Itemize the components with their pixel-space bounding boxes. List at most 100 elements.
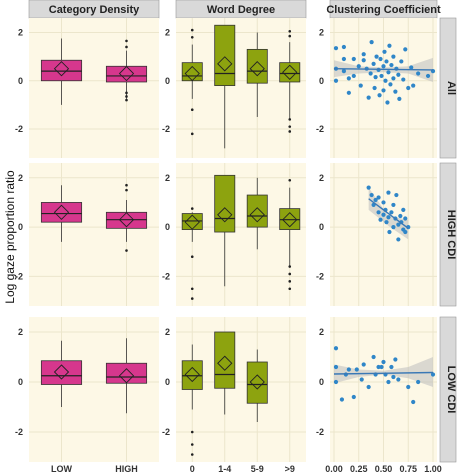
panel-background <box>29 18 159 158</box>
y-tick-label: -2 <box>15 124 23 134</box>
scatter-point <box>411 83 416 88</box>
y-tick-label: 2 <box>18 27 23 37</box>
scatter-point <box>341 44 346 50</box>
box-HIGH <box>105 39 148 102</box>
scatter-point <box>383 78 388 83</box>
scatter-point <box>386 190 391 195</box>
scatter-point <box>354 367 359 372</box>
box-iqr <box>40 360 83 385</box>
box-iqr <box>279 62 301 83</box>
scatter-point <box>406 384 411 390</box>
outlier-point <box>190 28 194 32</box>
row-strip-2 <box>439 316 457 463</box>
scatter-point <box>358 83 363 88</box>
x-tick-label: 5-9 <box>251 464 264 474</box>
box-iqr <box>279 208 301 230</box>
y-tick-label: 0 <box>165 377 170 387</box>
outlier-point <box>190 255 194 258</box>
box-iqr <box>105 211 148 229</box>
scatter-point <box>372 85 377 91</box>
box-LOW <box>40 38 83 105</box>
box-LOW <box>40 185 83 242</box>
scatter-point <box>333 78 339 83</box>
row-strip-0 <box>439 17 457 159</box>
y-tick-label: 0 <box>319 76 324 86</box>
box-0 <box>181 344 203 456</box>
x-tick-label: 1.00 <box>424 464 442 474</box>
box-iqr <box>105 362 148 384</box>
scatter-point <box>346 367 351 372</box>
y-tick-label: 2 <box>165 27 170 37</box>
scatter-point <box>377 93 382 98</box>
outlier-point <box>190 297 194 300</box>
outlier-point <box>125 91 128 95</box>
scatter-point <box>382 49 387 54</box>
scatter-point <box>346 76 351 81</box>
panel-r0-c2: -2 0 2 <box>316 18 437 158</box>
scatter-point <box>339 397 345 402</box>
scatter-point <box>396 377 401 382</box>
x-tick-label: LOW <box>51 464 72 474</box>
mean-diamond <box>282 64 298 80</box>
outlier-point <box>288 178 292 182</box>
panel-r1-c0: -2 0 2 <box>15 163 159 306</box>
row-strip-label-1: HIGH CDI <box>445 210 457 260</box>
mean-diamond <box>184 214 200 230</box>
scatter-point <box>397 96 402 101</box>
row-strip-label-0: All <box>445 81 457 95</box>
y-tick-label: -2 <box>15 427 23 437</box>
regression-line <box>333 67 434 71</box>
box-iqr <box>40 59 83 82</box>
scatter-point <box>391 76 396 81</box>
box-5-9 <box>246 349 268 422</box>
box-5-9 <box>246 32 268 117</box>
scatter-point <box>351 394 356 400</box>
scatter-point <box>379 364 384 370</box>
panel-background <box>176 163 306 306</box>
scatter-point <box>374 54 379 59</box>
box->9 <box>279 29 301 133</box>
scatter-point <box>403 47 408 52</box>
box-0 <box>181 207 203 300</box>
box-iqr <box>246 194 268 228</box>
outlier-point <box>125 183 128 187</box>
scatter-point <box>366 384 371 390</box>
scatter-point <box>381 64 386 69</box>
y-tick-label: -2 <box>316 124 324 134</box>
outlier-point <box>288 118 292 121</box>
scatter-point <box>384 59 389 64</box>
column-strip-label-1: Word Degree <box>207 4 275 16</box>
x-tick-label: 0.25 <box>350 464 368 474</box>
column-strip-label-0: Category Density <box>49 4 140 16</box>
outlier-point <box>125 249 128 252</box>
scatter-point <box>416 379 421 385</box>
box-1-4 <box>214 174 236 287</box>
panel-r2-c1: -2 0 2 0 1-4 5-9 >9 <box>162 317 306 474</box>
mean-diamond <box>184 65 200 82</box>
scatter-point <box>399 59 404 64</box>
outlier-point <box>288 265 292 268</box>
scatter-point <box>385 100 390 105</box>
mean-diamond <box>249 61 265 77</box>
box-iqr <box>105 65 148 83</box>
mean-diamond <box>282 212 298 228</box>
y-tick-label: 0 <box>319 222 324 232</box>
panel-background <box>29 317 159 462</box>
panel-r0-c1: -2 0 2 <box>162 18 306 158</box>
panel-r1-c1: -2 0 2 <box>162 163 306 306</box>
scatter-point <box>378 56 383 62</box>
scatter-point <box>373 197 378 203</box>
scatter-point <box>359 377 364 382</box>
outlier-point <box>190 287 194 291</box>
box-iqr <box>214 331 236 389</box>
scatter-point <box>389 62 394 68</box>
outlier-point <box>288 130 292 133</box>
outlier-point <box>288 125 292 128</box>
box-5-9 <box>246 177 268 250</box>
box-iqr <box>181 360 203 390</box>
mean-diamond <box>217 207 233 223</box>
x-tick-label: HIGH <box>115 464 138 474</box>
outlier-point <box>190 36 194 39</box>
scatter-point <box>376 210 381 215</box>
